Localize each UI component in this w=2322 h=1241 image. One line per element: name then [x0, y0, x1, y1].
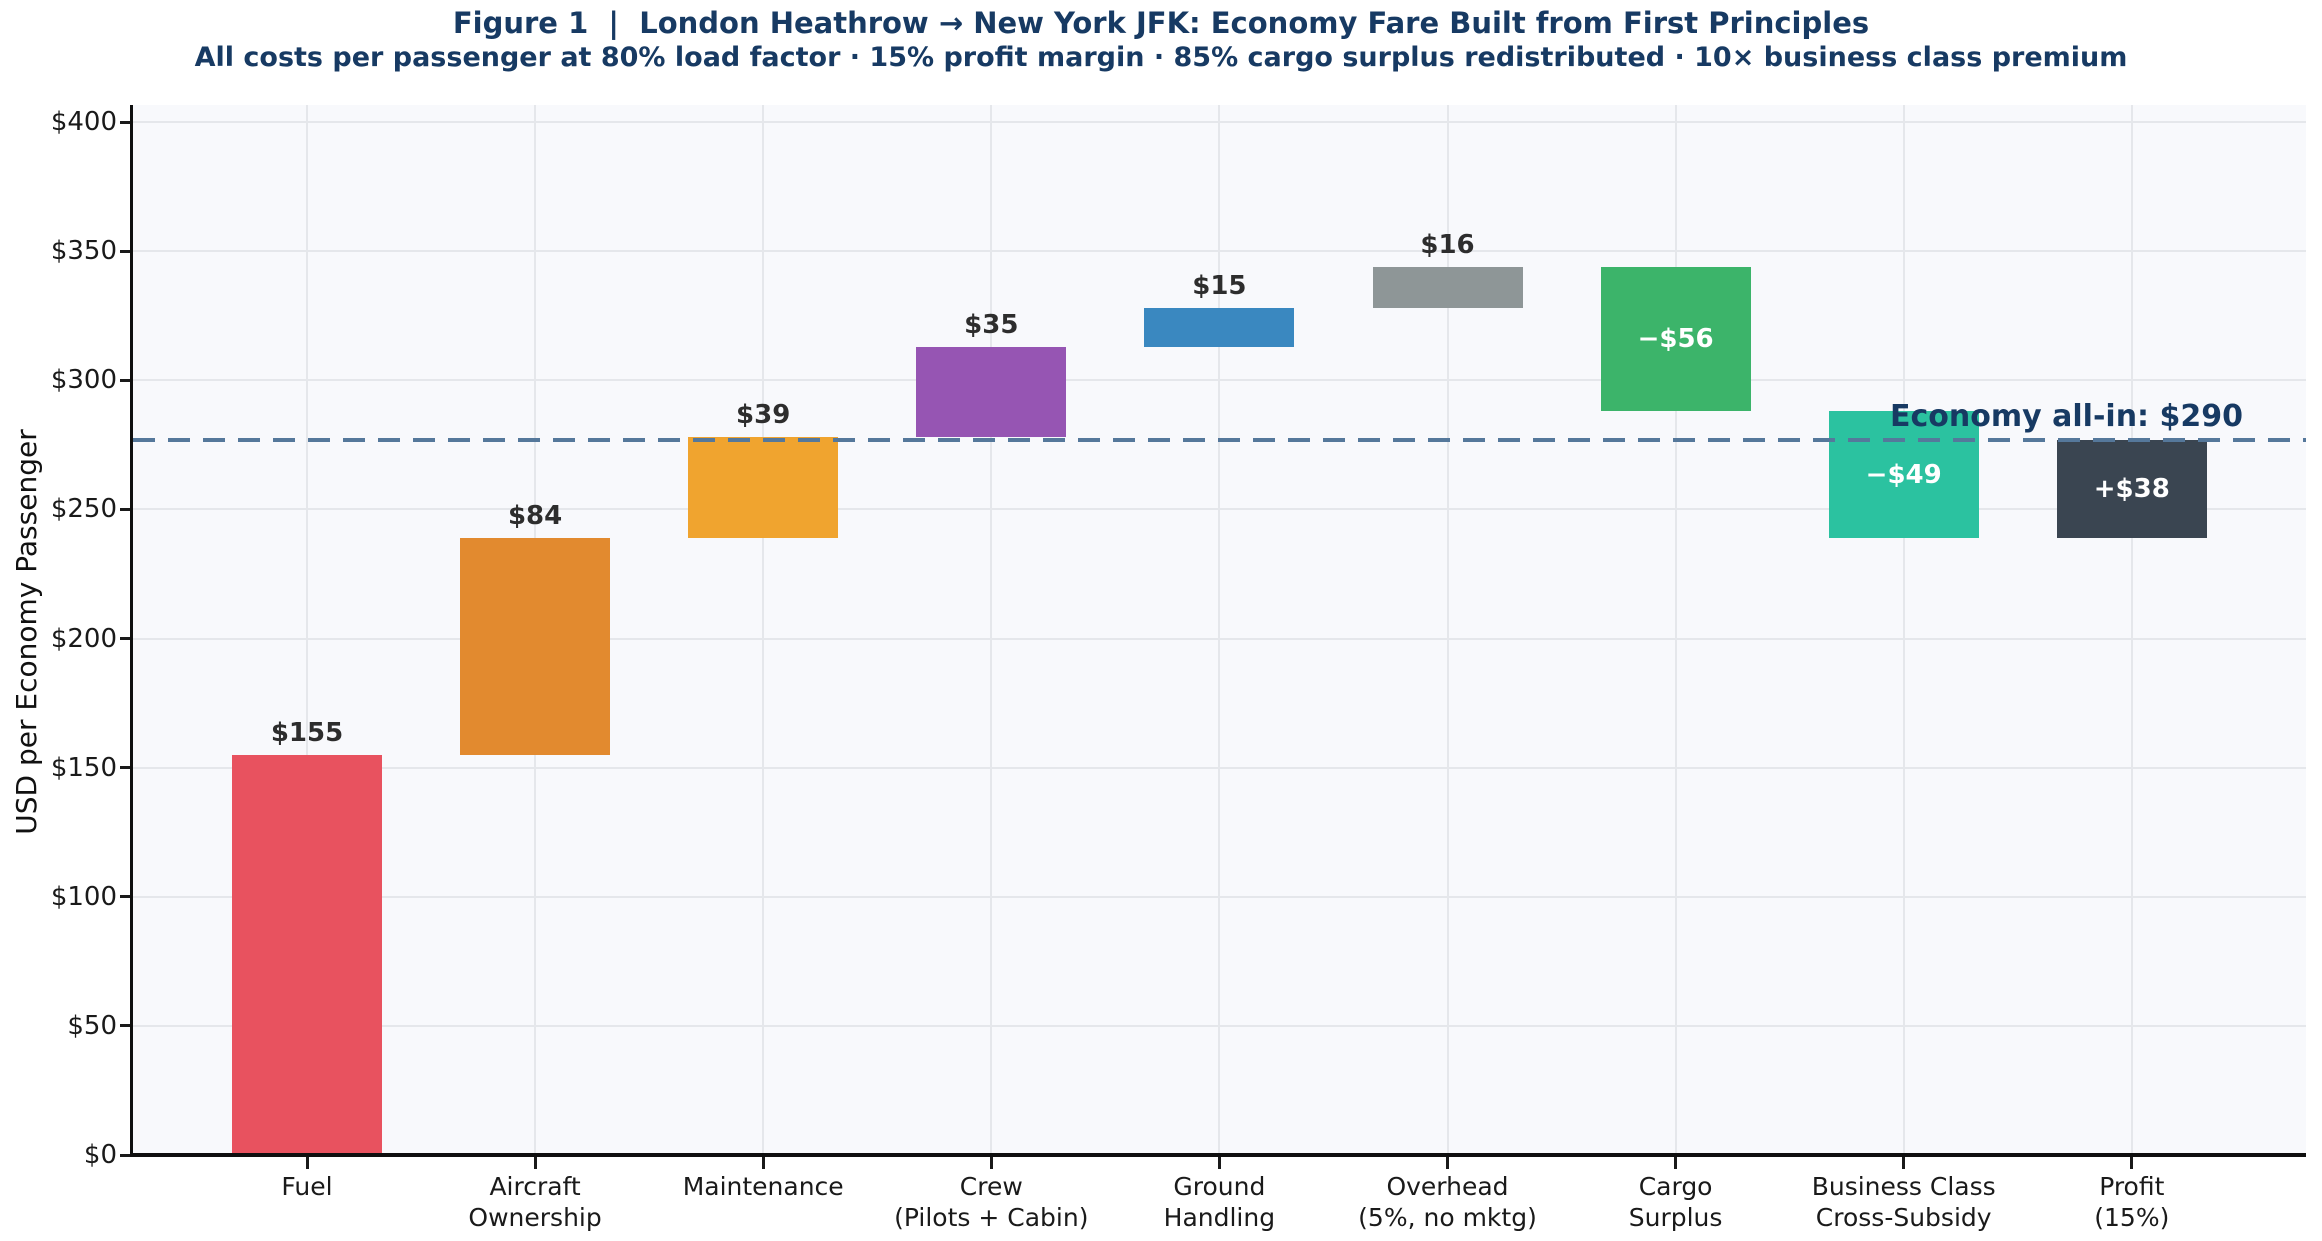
- x-tick-label-overhead-5-no-mktg: Overhead: [1386, 1172, 1509, 1201]
- x-tick-label-business-class-cross-subsidy: Business Class: [1811, 1172, 1996, 1201]
- vertical-gridline: [1674, 105, 1677, 1155]
- x-tick-label-ground-handling: Handling: [1163, 1203, 1276, 1232]
- horizontal-gridline: [133, 1024, 2306, 1027]
- bar-aircraft-ownership: [460, 537, 611, 755]
- bar-value-label: +$38: [2093, 473, 2170, 504]
- x-tick-mark: [989, 1157, 993, 1169]
- x-tick-mark: [533, 1157, 537, 1169]
- x-tick-label-cargo-surplus: Cargo: [1638, 1172, 1713, 1201]
- x-tick-label-ground-handling: Ground: [1173, 1172, 1266, 1201]
- y-tick-label: $400: [50, 107, 117, 137]
- horizontal-gridline: [133, 637, 2306, 640]
- bar-overhead-5-no-mktg: [1372, 266, 1523, 308]
- bar-fuel: [232, 754, 382, 1155]
- y-tick-label: $150: [50, 752, 117, 783]
- y-tick-label: $0: [83, 1140, 117, 1170]
- horizontal-gridline: [133, 895, 2306, 898]
- bar-crew-pilots-cabin: [916, 346, 1067, 438]
- y-tick-label: $100: [50, 881, 117, 912]
- x-tick-label-business-class-cross-subsidy: Cross-Subsidy: [1815, 1203, 1992, 1232]
- x-tick-label-cargo-surplus: Surplus: [1628, 1203, 1723, 1232]
- x-tick-mark: [1674, 1157, 1678, 1169]
- horizontal-gridline: [133, 379, 2306, 382]
- x-tick-label-profit-15: (15%): [2094, 1203, 2170, 1232]
- x-tick-mark: [761, 1157, 765, 1169]
- y-tick-mark: [120, 766, 130, 770]
- bar-value-label: $15: [1192, 270, 1247, 301]
- x-tick-label-crew-pilots-cabin: Crew: [959, 1172, 1023, 1201]
- y-tick-mark: [120, 378, 130, 382]
- bar-value-label: $155: [270, 717, 344, 748]
- bar-value-label: $39: [736, 400, 791, 431]
- y-tick-label: $300: [50, 365, 117, 396]
- vertical-gridline: [762, 105, 765, 1155]
- vertical-gridline: [1446, 105, 1449, 1155]
- vertical-gridline: [1218, 105, 1221, 1155]
- x-tick-label-aircraft-ownership: Ownership: [468, 1203, 602, 1232]
- y-tick-mark: [120, 1153, 130, 1157]
- x-tick-mark: [1217, 1157, 1221, 1169]
- y-tick-mark: [120, 1024, 130, 1028]
- bar-business-class-cross-subsidy: [1828, 411, 1979, 538]
- horizontal-gridline: [133, 250, 2306, 253]
- horizontal-gridline: [133, 766, 2306, 769]
- x-tick-label-aircraft-ownership: Aircraft: [489, 1172, 581, 1201]
- vertical-gridline: [990, 105, 993, 1155]
- y-tick-mark: [120, 507, 130, 511]
- bar-value-label: $84: [507, 500, 563, 531]
- x-tick-label-crew-pilots-cabin: (Pilots + Cabin): [894, 1203, 1089, 1232]
- x-tick-label-maintenance: Maintenance: [682, 1172, 844, 1201]
- y-tick-mark: [120, 120, 130, 124]
- y-tick-label: $200: [50, 623, 117, 654]
- x-tick-label-profit-15: Profit: [2099, 1172, 2165, 1201]
- reference-line-annotation: Economy all-in: $290: [1890, 398, 2243, 434]
- x-tick-label-overhead-5-no-mktg: (5%, no mktg): [1358, 1203, 1537, 1232]
- y-tick-mark: [120, 249, 130, 253]
- y-tick-label: $250: [50, 494, 117, 525]
- bar-value-label: −$56: [1637, 323, 1714, 354]
- bar-maintenance: [688, 437, 839, 538]
- vertical-gridline: [1902, 105, 1905, 1155]
- vertical-gridline: [2130, 105, 2133, 1155]
- reference-dashed-line: [133, 437, 2306, 442]
- y-tick-mark: [120, 637, 130, 640]
- bar-profit-15: [2056, 439, 2207, 538]
- horizontal-gridline: [133, 121, 2306, 123]
- x-tick-mark: [1446, 1157, 1449, 1169]
- y-tick-mark: [120, 895, 130, 899]
- bar-value-label: $16: [1420, 229, 1475, 260]
- horizontal-gridline: [133, 508, 2306, 511]
- vertical-gridline: [306, 105, 308, 1155]
- chart-subtitle: All costs per passenger at 80% load fact…: [194, 42, 2128, 73]
- bar-ground-handling: [1144, 307, 1295, 347]
- y-tick-label: $50: [67, 1010, 117, 1041]
- bar-value-label: $35: [964, 309, 1019, 340]
- x-tick-mark: [305, 1157, 309, 1169]
- x-axis-spine: [130, 1153, 2306, 1157]
- x-tick-mark: [2130, 1157, 2134, 1169]
- x-tick-mark: [1902, 1157, 1906, 1169]
- y-axis-spine: [130, 105, 133, 1157]
- y-tick-label: $350: [50, 236, 117, 267]
- chart-title: Figure 1 | London Heathrow → New York JF…: [452, 6, 1870, 40]
- bar-cargo-surplus: [1600, 266, 1751, 412]
- x-tick-label-fuel: Fuel: [281, 1172, 333, 1201]
- bar-value-label: −$49: [1865, 459, 1942, 490]
